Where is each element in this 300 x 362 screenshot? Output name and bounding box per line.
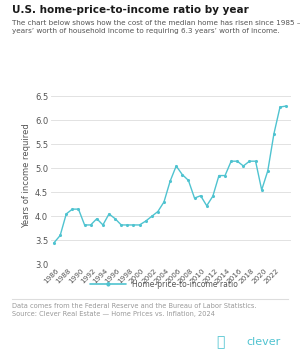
Point xyxy=(204,203,209,209)
Point xyxy=(143,218,148,224)
Point xyxy=(58,233,63,239)
Text: Data comes from the Federal Reserve and the Bureau of Labor Statistics.: Data comes from the Federal Reserve and … xyxy=(12,303,256,310)
Point xyxy=(253,158,258,164)
Text: The chart below shows how the cost of the median home has risen since 1985 — fro: The chart below shows how the cost of th… xyxy=(12,20,300,34)
Point xyxy=(131,222,136,228)
Text: clever: clever xyxy=(246,337,280,347)
Point xyxy=(210,193,215,199)
Point xyxy=(247,158,252,164)
Point xyxy=(119,222,124,228)
Point xyxy=(192,195,197,201)
Point xyxy=(64,211,69,217)
Text: Home-price-to-income ratio: Home-price-to-income ratio xyxy=(132,280,238,289)
Point xyxy=(76,206,81,212)
Point xyxy=(155,209,160,214)
Point xyxy=(180,172,185,177)
Point xyxy=(125,222,130,228)
Point xyxy=(113,216,118,222)
Point xyxy=(162,199,167,205)
Point xyxy=(106,211,111,217)
Point xyxy=(217,173,221,178)
Text: U.S. home-price-to-income ratio by year: U.S. home-price-to-income ratio by year xyxy=(12,5,249,16)
Y-axis label: Years of income required: Years of income required xyxy=(22,123,31,228)
Text: Ⓒ: Ⓒ xyxy=(216,335,224,349)
Point xyxy=(94,216,99,222)
Point xyxy=(149,214,154,219)
Point xyxy=(223,173,227,178)
Point xyxy=(137,222,142,228)
Point xyxy=(186,177,191,183)
Point xyxy=(284,103,289,109)
Point xyxy=(100,222,105,228)
Point xyxy=(266,168,270,174)
Point xyxy=(82,222,87,228)
Point xyxy=(241,163,246,169)
Text: ●: ● xyxy=(106,282,110,287)
Point xyxy=(198,193,203,199)
Point xyxy=(88,222,93,228)
Point xyxy=(70,206,75,212)
Text: Source: Clever Real Estate — Home Prices vs. Inflation, 2024: Source: Clever Real Estate — Home Prices… xyxy=(12,311,215,317)
Point xyxy=(174,163,178,169)
Point xyxy=(259,187,264,193)
Point xyxy=(168,178,172,184)
Point xyxy=(52,240,56,245)
Point xyxy=(278,104,282,110)
Point xyxy=(235,158,240,164)
Point xyxy=(229,158,234,164)
Point xyxy=(272,131,276,137)
